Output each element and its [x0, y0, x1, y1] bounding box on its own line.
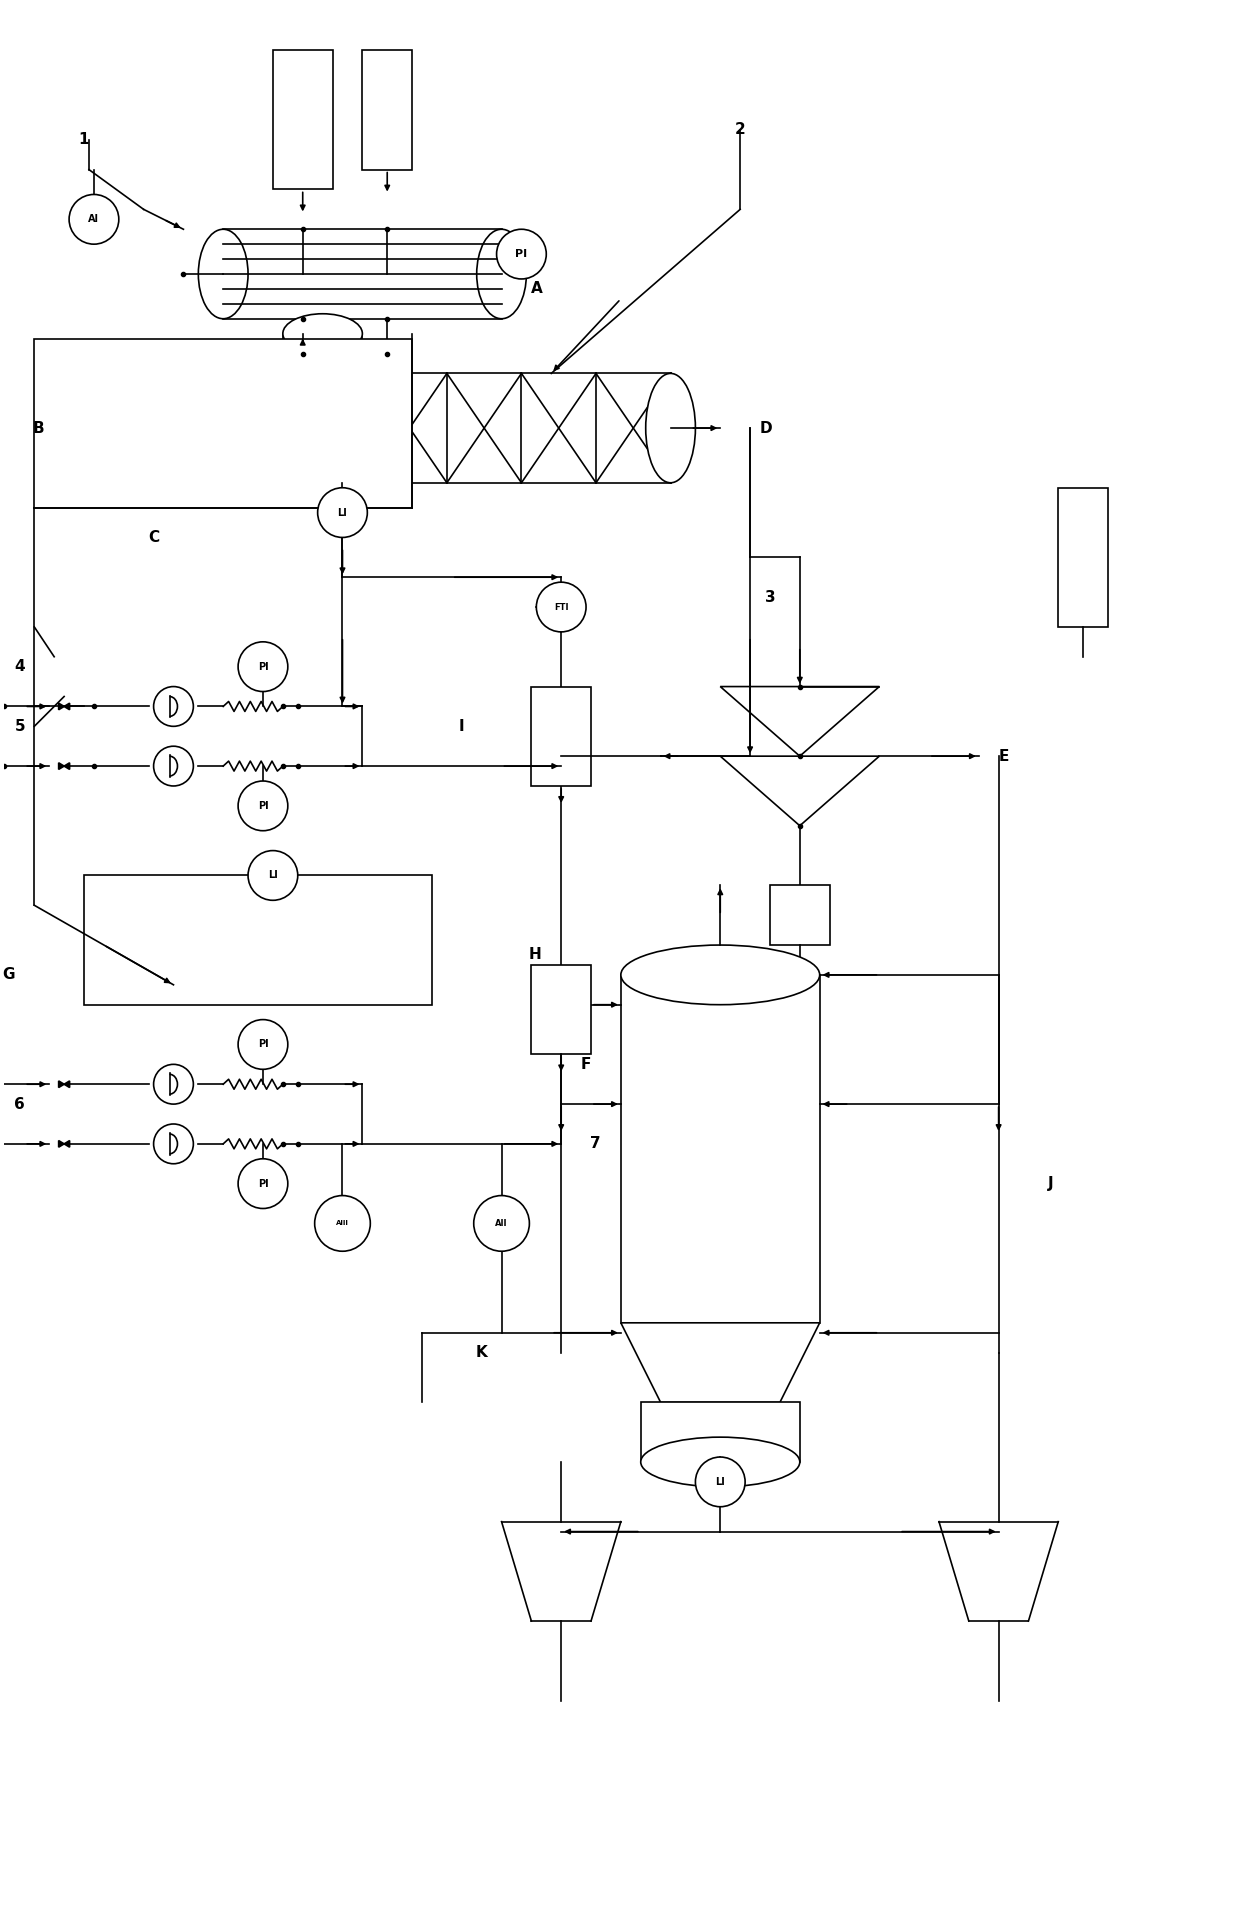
Text: AII: AII: [495, 1219, 508, 1229]
Circle shape: [238, 642, 288, 692]
Ellipse shape: [288, 373, 357, 482]
Text: C: C: [148, 530, 159, 545]
Bar: [352, 354, 392, 379]
Circle shape: [154, 1124, 193, 1164]
Polygon shape: [58, 703, 64, 711]
Polygon shape: [64, 1141, 69, 1147]
Bar: [273, 354, 312, 379]
Ellipse shape: [641, 1436, 800, 1488]
Text: E: E: [998, 749, 1009, 764]
Text: 7: 7: [590, 1137, 601, 1151]
Bar: [770, 886, 830, 945]
Polygon shape: [64, 703, 69, 711]
Circle shape: [154, 686, 193, 726]
Text: I: I: [459, 718, 465, 733]
Bar: [532, 966, 591, 1053]
Text: PI: PI: [258, 1179, 268, 1189]
Circle shape: [317, 488, 367, 537]
Circle shape: [696, 1457, 745, 1507]
Polygon shape: [58, 1080, 64, 1088]
Text: AI: AI: [88, 215, 99, 225]
Text: 5: 5: [15, 718, 25, 733]
Text: F: F: [580, 1057, 591, 1073]
Polygon shape: [58, 1141, 64, 1147]
Circle shape: [69, 194, 119, 244]
Bar: [283, 333, 362, 373]
Ellipse shape: [283, 314, 362, 354]
Text: PI: PI: [258, 800, 268, 812]
Text: D: D: [760, 421, 773, 436]
Text: PI: PI: [258, 1040, 268, 1050]
Circle shape: [496, 229, 547, 278]
Text: 1: 1: [79, 131, 89, 147]
Bar: [223, 229, 501, 318]
Circle shape: [154, 747, 193, 787]
Text: LI: LI: [268, 871, 278, 880]
Bar: [84, 876, 432, 1004]
Text: A: A: [532, 282, 543, 297]
Circle shape: [248, 852, 298, 901]
Text: J: J: [1048, 1175, 1054, 1191]
Text: PI: PI: [258, 661, 268, 672]
Polygon shape: [621, 1322, 820, 1402]
Ellipse shape: [283, 354, 362, 392]
Text: 6: 6: [15, 1097, 25, 1113]
Circle shape: [154, 1065, 193, 1105]
Circle shape: [238, 1019, 288, 1069]
Text: 3: 3: [765, 589, 775, 604]
Bar: [35, 339, 412, 507]
Bar: [273, 50, 332, 189]
Circle shape: [238, 781, 288, 831]
Bar: [621, 975, 820, 1322]
Text: 2: 2: [735, 122, 745, 137]
Text: K: K: [476, 1345, 487, 1360]
Ellipse shape: [646, 373, 696, 482]
Polygon shape: [64, 762, 69, 770]
Polygon shape: [64, 1080, 69, 1088]
Text: LI: LI: [337, 507, 347, 518]
Ellipse shape: [476, 229, 527, 318]
Bar: [74, 373, 671, 482]
Text: 4: 4: [15, 659, 25, 674]
Circle shape: [238, 1158, 288, 1208]
Text: LI: LI: [715, 1476, 725, 1488]
Text: B: B: [32, 421, 45, 436]
Bar: [1058, 488, 1109, 627]
Circle shape: [474, 1196, 529, 1252]
Ellipse shape: [50, 373, 99, 482]
Circle shape: [537, 583, 587, 632]
Bar: [362, 50, 412, 170]
Text: AIII: AIII: [336, 1221, 348, 1227]
Bar: [641, 1402, 800, 1461]
Text: G: G: [2, 968, 15, 983]
Text: FTI: FTI: [554, 602, 568, 612]
Ellipse shape: [621, 945, 820, 1004]
Bar: [532, 686, 591, 787]
Ellipse shape: [198, 229, 248, 318]
Text: PI: PI: [516, 250, 527, 259]
Circle shape: [315, 1196, 371, 1252]
Polygon shape: [58, 762, 64, 770]
Text: H: H: [528, 947, 542, 962]
